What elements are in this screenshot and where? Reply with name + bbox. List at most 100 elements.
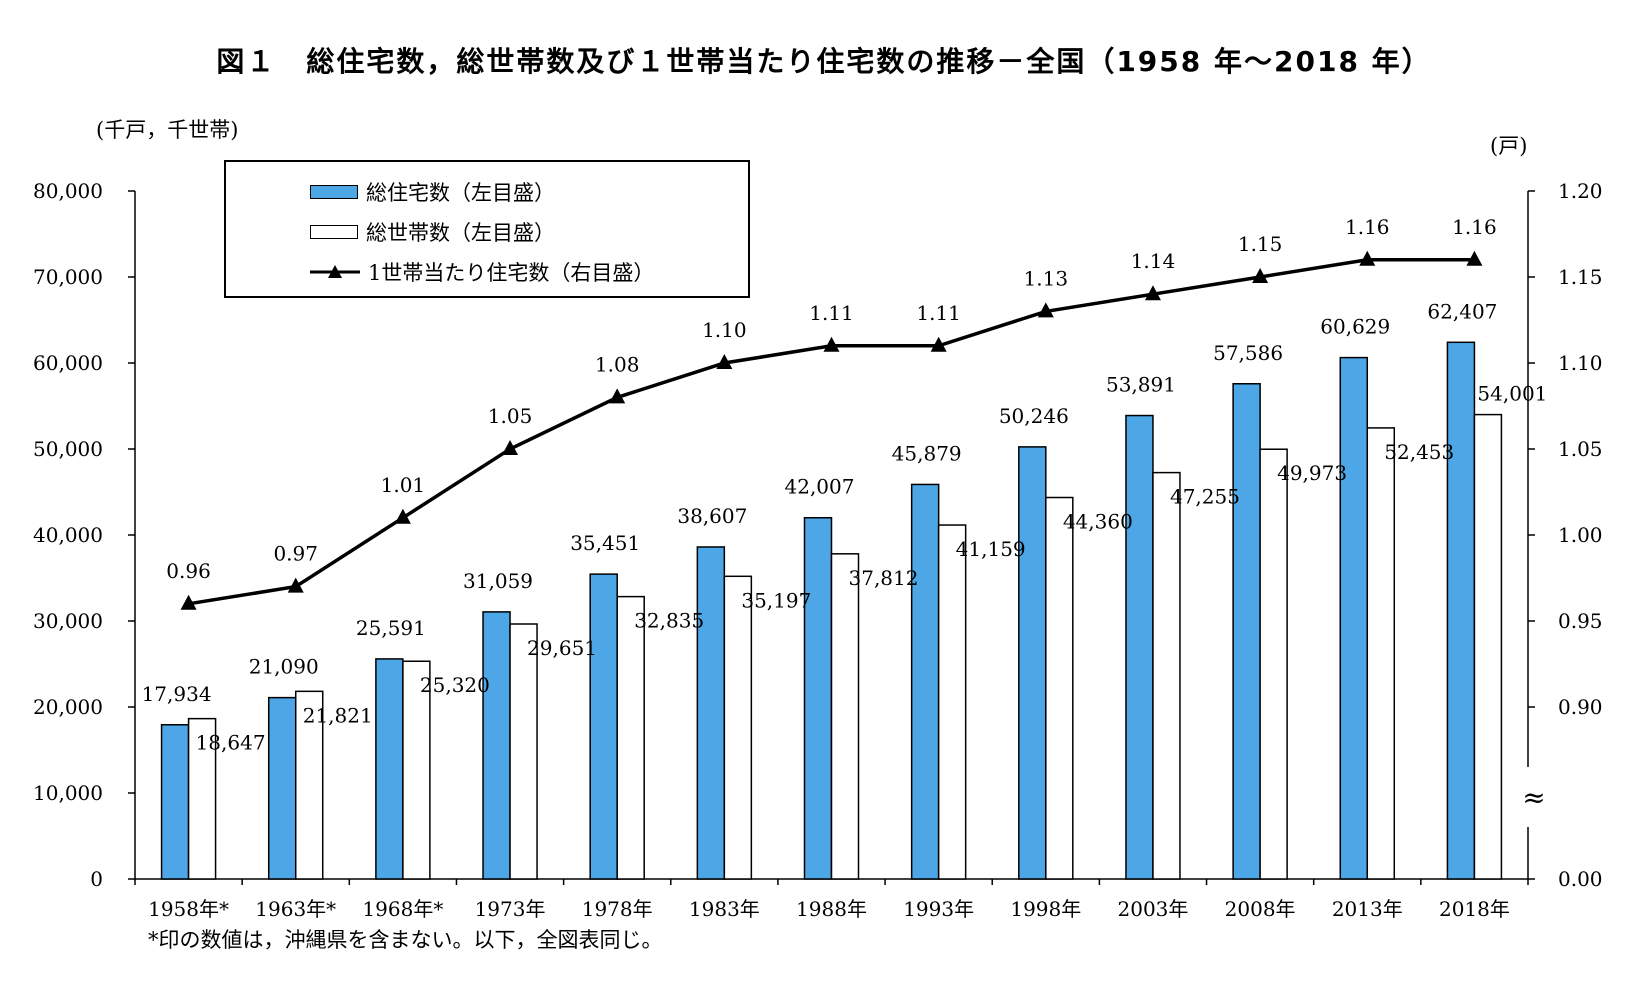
bar-housing xyxy=(1339,356,1369,880)
ratio-marker xyxy=(1252,268,1269,283)
legend-label-households: 総世帯数（左目盛） xyxy=(366,221,555,245)
bar-housing xyxy=(696,546,726,880)
bar-households xyxy=(1473,413,1503,880)
left-tick-label: 50,000 xyxy=(33,437,103,461)
bar-label-housing: 57,586 xyxy=(1213,341,1283,365)
x-tick-label: 1988年 xyxy=(796,897,867,921)
ratio-marker xyxy=(287,577,304,593)
bar-label-housing: 42,007 xyxy=(785,475,855,499)
ratio-label: 1.10 xyxy=(702,318,747,342)
bar-label-housing: 25,591 xyxy=(356,616,426,640)
left-tick-label: 10,000 xyxy=(33,781,103,805)
bar-label-households: 32,835 xyxy=(634,609,704,633)
right-axis-unit: (戸) xyxy=(1490,134,1528,158)
ratio-marker xyxy=(823,336,840,352)
x-tick-label: 1963年* xyxy=(255,897,336,921)
x-tick-label: 1978年 xyxy=(582,897,653,921)
ratio-marker xyxy=(1037,302,1054,318)
bar-housing xyxy=(160,724,190,880)
legend-item-housing: 総住宅数（左目盛） xyxy=(310,178,555,206)
bar-label-housing: 38,607 xyxy=(677,504,747,528)
left-tick-label: 20,000 xyxy=(33,695,103,719)
ratio-marker xyxy=(1466,250,1483,266)
bar-households xyxy=(402,660,431,880)
bar-housing xyxy=(1018,446,1047,880)
bar-households xyxy=(1259,448,1288,880)
ratio-marker xyxy=(930,336,947,352)
legend-item-households: 総世帯数（左目盛） xyxy=(310,218,555,246)
x-tick-label: 1998年 xyxy=(1010,897,1081,921)
bar-label-housing: 35,451 xyxy=(570,531,640,555)
bar-households xyxy=(616,595,645,880)
bar-households xyxy=(937,524,967,880)
right-tick-label: 1.05 xyxy=(1558,437,1603,461)
bar-label-households: 47,255 xyxy=(1170,485,1240,509)
legend-label-housing: 総住宅数（左目盛） xyxy=(366,181,555,205)
bar-label-housing: 60,629 xyxy=(1320,315,1390,339)
left-tick-label: 80,000 xyxy=(33,179,103,203)
bar-label-households: 21,821 xyxy=(303,703,373,727)
bar-households xyxy=(1045,496,1074,880)
bar-label-households: 25,320 xyxy=(420,673,490,697)
bar-households xyxy=(1152,471,1181,880)
ratio-label: 0.97 xyxy=(273,542,318,566)
x-tick-label: 2013年 xyxy=(1332,897,1403,921)
bar-households xyxy=(509,623,538,880)
ratio-label: 1.01 xyxy=(381,473,426,497)
bar-label-housing: 21,090 xyxy=(249,655,319,679)
ratio-label: 1.16 xyxy=(1452,215,1497,239)
ratio-label: 1.15 xyxy=(1238,232,1283,256)
legend-swatch-households xyxy=(310,225,358,239)
ratio-marker xyxy=(609,388,626,404)
ratio-label: 1.11 xyxy=(809,301,854,325)
ratio-marker xyxy=(1144,285,1161,301)
right-tick-label: 0.90 xyxy=(1558,695,1603,719)
bar-housing xyxy=(910,483,940,880)
bar-label-households: 18,647 xyxy=(196,731,266,755)
x-tick-label: 1993年 xyxy=(903,897,974,921)
bar-households xyxy=(187,717,217,880)
left-tick-label: 70,000 xyxy=(33,265,103,289)
left-tick-label: 30,000 xyxy=(33,609,103,633)
ratio-label: 1.08 xyxy=(595,352,640,376)
bar-housing xyxy=(375,658,404,880)
bar-label-households: 52,453 xyxy=(1384,440,1454,464)
left-tick-label: 60,000 xyxy=(33,351,103,375)
bar-label-housing: 17,934 xyxy=(142,682,212,706)
x-tick-label: 1973年 xyxy=(475,897,546,921)
right-tick-label: 0.00 xyxy=(1558,867,1603,891)
bar-label-households: 44,360 xyxy=(1063,510,1133,534)
ratio-label: 1.14 xyxy=(1131,249,1176,273)
bar-label-housing: 31,059 xyxy=(463,569,533,593)
x-tick-label: 2008年 xyxy=(1225,897,1296,921)
ratio-marker xyxy=(1359,250,1376,266)
bar-label-households: 29,651 xyxy=(527,636,597,660)
right-tick-label: 0.95 xyxy=(1558,609,1603,633)
bar-households xyxy=(294,690,324,880)
ratio-label: 1.05 xyxy=(488,404,533,428)
legend-swatch-housing xyxy=(310,185,358,199)
ratio-marker xyxy=(180,594,197,610)
bar-households xyxy=(1366,427,1396,880)
chart-title: 図１ 総住宅数，総世帯数及び１世帯当たり住宅数の推移－全国（1958 年～201… xyxy=(216,45,1432,78)
footnote: *印の数値は，沖縄県を含まない。以下，全図表同じ。 xyxy=(148,928,663,952)
x-tick-label: 1968年* xyxy=(362,897,443,921)
ratio-label: 1.11 xyxy=(916,301,961,325)
legend-label-ratio: 1世帯当たり住宅数（右目盛） xyxy=(368,261,655,285)
right-tick-label: 1.00 xyxy=(1558,523,1603,547)
bar-housing xyxy=(589,573,618,880)
x-tick-label: 2018年 xyxy=(1439,897,1510,921)
right-tick-label: 1.15 xyxy=(1558,265,1603,289)
bar-housing xyxy=(1232,383,1261,880)
ratio-label: 0.96 xyxy=(166,559,211,583)
bar-label-households: 35,197 xyxy=(741,588,811,612)
ratio-marker xyxy=(716,354,733,369)
left-tick-label: 40,000 xyxy=(33,523,103,547)
legend-item-ratio: 1世帯当たり住宅数（右目盛） xyxy=(310,258,654,286)
bar-label-households: 41,159 xyxy=(956,537,1026,561)
axis-break-symbol: ≈ xyxy=(1522,781,1545,814)
bar-label-housing: 45,879 xyxy=(892,441,962,465)
bar-housing xyxy=(267,696,297,880)
legend-swatch-ratio xyxy=(310,265,360,278)
